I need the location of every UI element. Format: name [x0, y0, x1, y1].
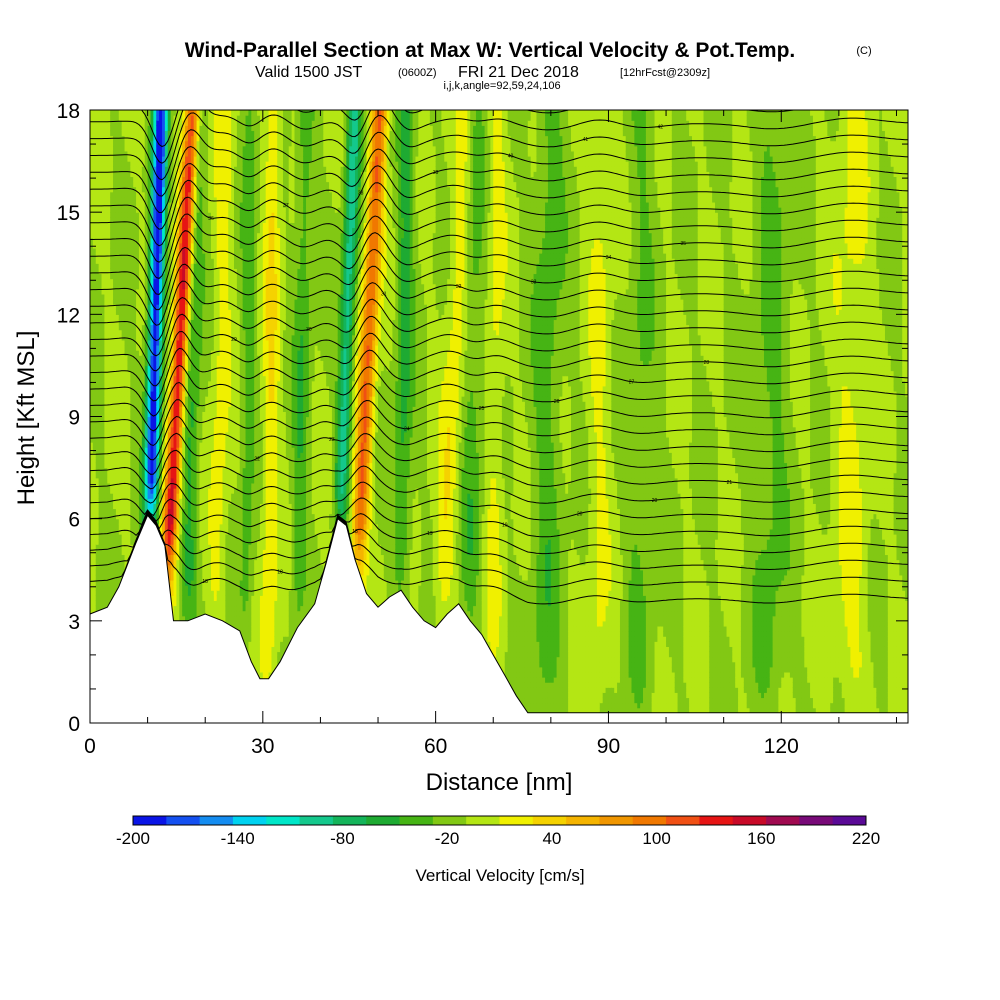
subtitle-date: FRI 21 Dec 2018: [458, 64, 579, 81]
subtitle-zulu: (0600Z): [398, 67, 437, 79]
chart-title-mark: (C): [856, 45, 871, 57]
subtitle-grid-indices: i,j,k,angle=92,59,24,106: [443, 80, 560, 92]
vertical-section-chart: Wind-Parallel Section at Max W: Vertical…: [0, 0, 1000, 1000]
subtitle-forecast: [12hrFcst@2309z]: [620, 67, 710, 79]
chart-title: Wind-Parallel Section at Max W: Vertical…: [185, 39, 796, 62]
subtitle-valid: Valid 1500 JST: [255, 64, 363, 81]
